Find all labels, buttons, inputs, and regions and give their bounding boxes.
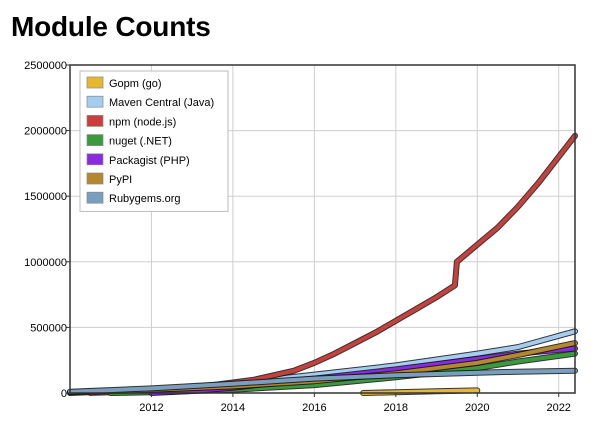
plot-frame <box>69 64 576 394</box>
legend-swatch-npm-node-js <box>86 115 104 127</box>
axis-ticks: 0 500000 1000000 1500000 2000000 2500000 2012 2… <box>24 60 571 414</box>
page-title: Module Counts <box>11 11 211 42</box>
y-tick-label: 500000 <box>30 322 67 334</box>
x-tick-label: 2014 <box>221 402 245 414</box>
y-tick-label: 1500000 <box>24 191 67 203</box>
legend-label-rubygems-org: Rubygems.org <box>109 193 181 205</box>
legend-label-maven-central-java: Maven Central (Java) <box>109 97 214 109</box>
legend-label-gopm-go: Gopm (go) <box>109 78 162 90</box>
x-tick-label: 2020 <box>465 402 489 414</box>
legend-swatch-pypi <box>86 172 104 185</box>
legend-box <box>79 70 229 212</box>
legend: Gopm (go) Maven Central (Java) npm (node.j… <box>79 70 229 212</box>
legend-label-pypi: PyPI <box>109 174 132 186</box>
legend-swatch-nuget-net <box>86 134 104 146</box>
y-tick-label: 2000000 <box>24 126 67 138</box>
y-tick-label: 1000000 <box>24 257 67 269</box>
legend-label-nuget-net: nuget (.NET) <box>109 136 172 148</box>
legend-swatch-gopm-go <box>86 76 104 89</box>
legend-label-npm-node-js: npm (node.js) <box>109 116 176 128</box>
series-line-rubygems-org <box>68 368 577 394</box>
x-tick-label: 2022 <box>546 402 570 414</box>
y-tick-label: 2500000 <box>24 60 67 72</box>
x-tick-label: 2016 <box>302 402 326 414</box>
x-tick-label: 2018 <box>384 402 408 414</box>
legend-swatch-packagist-php <box>86 153 104 166</box>
x-tick-label: 2012 <box>139 402 163 414</box>
y-tick-label: 0 <box>61 388 67 400</box>
legend-label-packagist-php: Packagist (PHP) <box>109 155 190 167</box>
legend-swatch-maven-central-java <box>86 95 104 108</box>
series-layer <box>67 132 578 396</box>
legend-swatch-rubygems-org <box>86 191 104 204</box>
